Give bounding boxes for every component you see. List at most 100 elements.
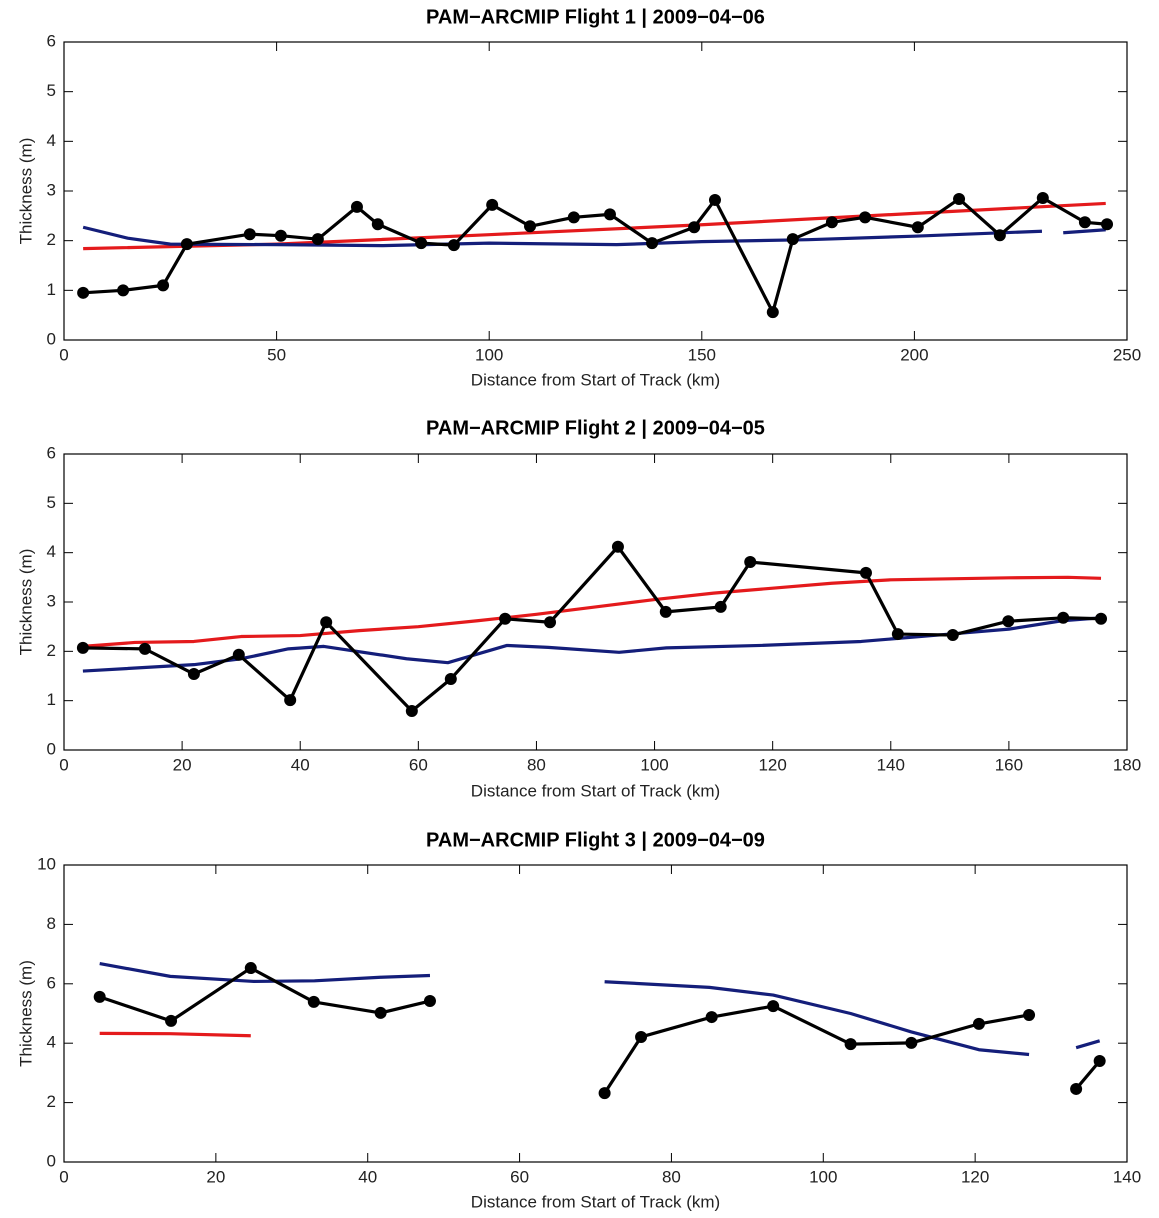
data-point	[138, 642, 151, 655]
data-point	[374, 1006, 387, 1019]
data-point	[688, 221, 701, 234]
y-tick-label: 3	[47, 180, 56, 199]
data-point	[444, 672, 457, 685]
data-point	[371, 218, 384, 231]
x-tick-label: 120	[758, 755, 786, 774]
data-point	[911, 221, 924, 234]
panel: PAM−ARCMIP Flight 2 | 2009−04−05 Distance…	[16, 417, 1141, 800]
y-axis-label: Thickness (m)	[16, 960, 35, 1067]
data-point	[284, 694, 297, 707]
y-tick-label: 1	[47, 280, 56, 299]
y-tick-label: 2	[47, 230, 56, 249]
y-tick-label: 10	[37, 854, 56, 873]
data-point	[350, 200, 363, 213]
data-point	[320, 616, 333, 629]
chart-title: PAM−ARCMIP Flight 2 | 2009−04−05	[426, 417, 765, 439]
data-point	[243, 228, 256, 241]
data-point	[993, 229, 1006, 242]
data-point	[1070, 1082, 1083, 1095]
y-tick-label: 1	[47, 690, 56, 709]
data-point	[77, 286, 90, 299]
y-tick-label: 5	[47, 493, 56, 512]
data-point	[891, 628, 904, 641]
data-point	[708, 193, 721, 206]
x-tick-label: 100	[640, 755, 668, 774]
data-point	[415, 237, 428, 250]
data-point	[972, 1017, 985, 1030]
data-point	[499, 612, 512, 625]
y-tick-label: 3	[47, 591, 56, 610]
data-point	[844, 1038, 857, 1051]
plot-frame	[63, 864, 1128, 1163]
plot-frame	[63, 453, 1128, 751]
y-axis-label: Thickness (m)	[16, 138, 35, 245]
data-line	[99, 966, 1101, 1094]
x-tick-label: 40	[291, 755, 310, 774]
data-point	[786, 233, 799, 246]
y-tick-label: 4	[47, 131, 56, 150]
data-point	[1095, 612, 1108, 625]
data-line	[83, 196, 1108, 314]
x-tick-label: 100	[809, 1167, 837, 1186]
data-line	[82, 575, 1102, 648]
data-point	[447, 239, 460, 252]
data-point	[1078, 216, 1091, 229]
data-line	[82, 225, 1106, 248]
data-point	[767, 1000, 780, 1013]
x-tick-label: 150	[688, 345, 716, 364]
x-tick-label: 180	[1113, 755, 1141, 774]
data-point	[603, 208, 616, 221]
x-tick-label: 100	[475, 345, 503, 364]
y-tick-label: 0	[47, 1151, 56, 1170]
data-point	[1057, 611, 1070, 624]
x-tick-label: 0	[59, 345, 68, 364]
x-tick-label: 0	[59, 1167, 68, 1186]
x-tick-label: 0	[59, 755, 68, 774]
data-point	[244, 962, 257, 975]
y-tick-label: 8	[47, 914, 56, 933]
data-point	[165, 1014, 178, 1027]
data-point	[859, 566, 872, 579]
x-axis-label: Distance from Start of Track (km)	[471, 370, 720, 389]
data-point	[1101, 218, 1114, 231]
data-point	[180, 238, 193, 251]
x-tick-label: 140	[1113, 1167, 1141, 1186]
data-point	[157, 279, 170, 292]
y-tick-label: 6	[47, 973, 56, 992]
x-tick-label: 160	[995, 755, 1023, 774]
data-point	[117, 284, 130, 297]
y-tick-label: 6	[47, 31, 56, 50]
y-tick-label: 5	[47, 81, 56, 100]
x-axis-label: Distance from Start of Track (km)	[471, 1192, 720, 1211]
data-point	[405, 705, 418, 718]
x-tick-label: 60	[409, 755, 428, 774]
data-point	[567, 211, 580, 224]
data-point	[93, 990, 106, 1003]
y-tick-label: 2	[47, 1092, 56, 1111]
x-tick-label: 80	[662, 1167, 681, 1186]
data-point	[76, 641, 89, 654]
x-tick-label: 60	[510, 1167, 529, 1186]
data-point	[611, 540, 624, 553]
data-point	[274, 229, 287, 242]
data-point	[1023, 1008, 1036, 1021]
data-point	[646, 237, 659, 250]
y-axis-label: Thickness (m)	[16, 549, 35, 656]
data-point	[524, 220, 537, 233]
chart-title: PAM−ARCMIP Flight 1 | 2009−04−06	[426, 6, 765, 28]
y-tick-label: 4	[47, 1033, 56, 1052]
data-point	[635, 1030, 648, 1043]
data-point	[187, 668, 200, 681]
data-point	[1093, 1055, 1106, 1068]
chart-title: PAM−ARCMIP Flight 3 | 2009−04−09	[426, 829, 765, 851]
x-tick-label: 140	[877, 755, 905, 774]
data-point	[766, 306, 779, 319]
data-line	[99, 962, 1101, 1057]
x-axis-label: Distance from Start of Track (km)	[471, 781, 720, 800]
x-tick-label: 120	[961, 1167, 989, 1186]
data-point	[486, 198, 499, 211]
x-tick-label: 40	[358, 1167, 377, 1186]
data-point	[905, 1036, 918, 1049]
data-point	[659, 605, 672, 618]
